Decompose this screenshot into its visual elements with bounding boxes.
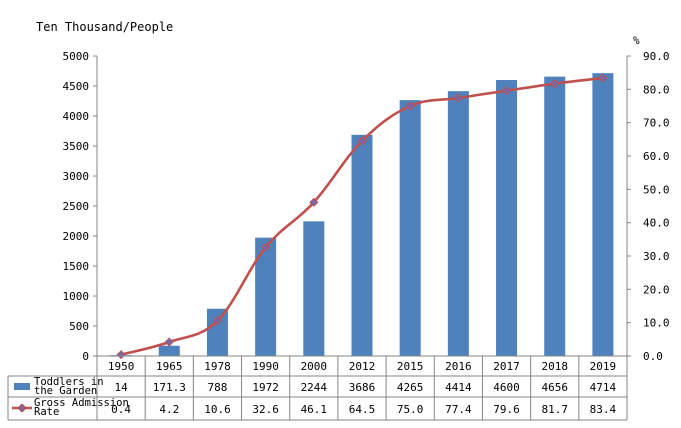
line-point — [501, 86, 512, 96]
bar — [447, 91, 469, 356]
y-tick-label-right: 70.0 — [643, 117, 670, 130]
series-line — [120, 76, 604, 356]
x-tick-label: 2016 — [445, 360, 472, 373]
x-tick-label: 2015 — [397, 360, 424, 373]
y-tick-label-left: 0 — [82, 350, 89, 363]
y-tick-label-left: 2500 — [63, 200, 90, 213]
table-cell-line-value: 4.2 — [159, 403, 179, 416]
x-tick-label: 2000 — [301, 360, 328, 373]
bar — [544, 76, 566, 356]
x-tick-label: 2012 — [349, 360, 376, 373]
table-cell-line-value: 79.6 — [493, 403, 520, 416]
y-tick-label-right: 10.0 — [643, 317, 670, 330]
bar — [351, 134, 373, 356]
table-cell-bar-value: 3686 — [349, 381, 376, 394]
table-cell-line-value: 32.6 — [252, 403, 279, 416]
y-tick-label-left: 1500 — [63, 260, 90, 273]
table-cell-bar-value: 4414 — [445, 381, 472, 394]
x-tick-label: 1965 — [156, 360, 183, 373]
y-tick-label-right: 40.0 — [643, 217, 670, 230]
x-tick-label: 2018 — [541, 360, 568, 373]
y-tick-label-right: 20.0 — [643, 283, 670, 296]
y-tick-label-right: 30.0 — [643, 250, 670, 263]
y-axis-label-right: % — [633, 34, 640, 47]
line-point — [212, 316, 223, 326]
y-tick-label-left: 1000 — [63, 290, 90, 303]
y-tick-label-left: 500 — [69, 320, 89, 333]
line-point — [309, 197, 319, 207]
x-tick-label: 2019 — [590, 360, 617, 373]
table-cell-line-value: 0.4 — [111, 403, 131, 416]
table-cell-bar-value: 1972 — [252, 381, 279, 394]
table-cell-bar-value: 4656 — [541, 381, 568, 394]
table-cell-bar-value: 171.3 — [153, 381, 186, 394]
table-cell-bar-value: 4265 — [397, 381, 424, 394]
line-point — [405, 101, 415, 111]
legend-key-marker — [17, 403, 27, 413]
table-cell-line-value: 46.1 — [301, 403, 328, 416]
table-cell-bar-value: 4600 — [493, 381, 520, 394]
bar — [399, 100, 421, 356]
bar — [255, 237, 277, 356]
table-cell-line-value: 81.7 — [541, 403, 568, 416]
bar — [592, 73, 614, 356]
y-tick-label-right: 50.0 — [643, 183, 670, 196]
x-tick-label: 2017 — [493, 360, 520, 373]
bar — [158, 345, 180, 356]
bar — [496, 80, 518, 356]
y-tick-label-left: 5000 — [63, 50, 90, 63]
table-cell-line-value: 10.6 — [204, 403, 231, 416]
table-cell-bar-value: 14 — [114, 381, 128, 394]
x-tick-label: 1990 — [252, 360, 279, 373]
table-cell-line-value: 75.0 — [397, 403, 424, 416]
table-cell-bar-value: 4714 — [590, 381, 617, 394]
y-tick-label-right: 80.0 — [643, 83, 670, 96]
y-axis-label-left: Ten Thousand/People — [36, 20, 174, 34]
y-tick-label-right: 90.0 — [643, 50, 670, 63]
x-tick-label: 1978 — [204, 360, 231, 373]
table-cell-bar-value: 788 — [208, 381, 228, 394]
line-point — [550, 79, 560, 89]
table-cell-line-value: 77.4 — [445, 403, 472, 416]
table-cell-line-value: 64.5 — [349, 403, 376, 416]
legend-label-bar: Toddlers in the Garden — [34, 376, 104, 397]
table-cell-line-value: 83.4 — [590, 403, 617, 416]
y-tick-label-left: 3500 — [63, 140, 90, 153]
legend-key-bar — [14, 383, 30, 390]
bar — [303, 221, 325, 356]
y-tick-label-left: 2000 — [63, 230, 90, 243]
line-point — [116, 350, 126, 360]
y-tick-label-left: 4500 — [63, 80, 90, 93]
line-point — [164, 337, 174, 347]
y-tick-label-right: 60.0 — [643, 150, 670, 163]
bar — [206, 308, 228, 356]
table-cell-bar-value: 2244 — [301, 381, 328, 394]
y-tick-label-left: 3000 — [63, 170, 90, 183]
line-point — [357, 136, 367, 146]
line-point — [453, 93, 463, 103]
line-point — [261, 242, 271, 252]
line-point — [598, 73, 608, 83]
y-tick-label-left: 4000 — [63, 110, 90, 123]
x-tick-label: 1950 — [108, 360, 135, 373]
y-tick-label-right: 0.0 — [643, 350, 663, 363]
legend-label-line: Gross Admission Rate — [34, 397, 129, 418]
